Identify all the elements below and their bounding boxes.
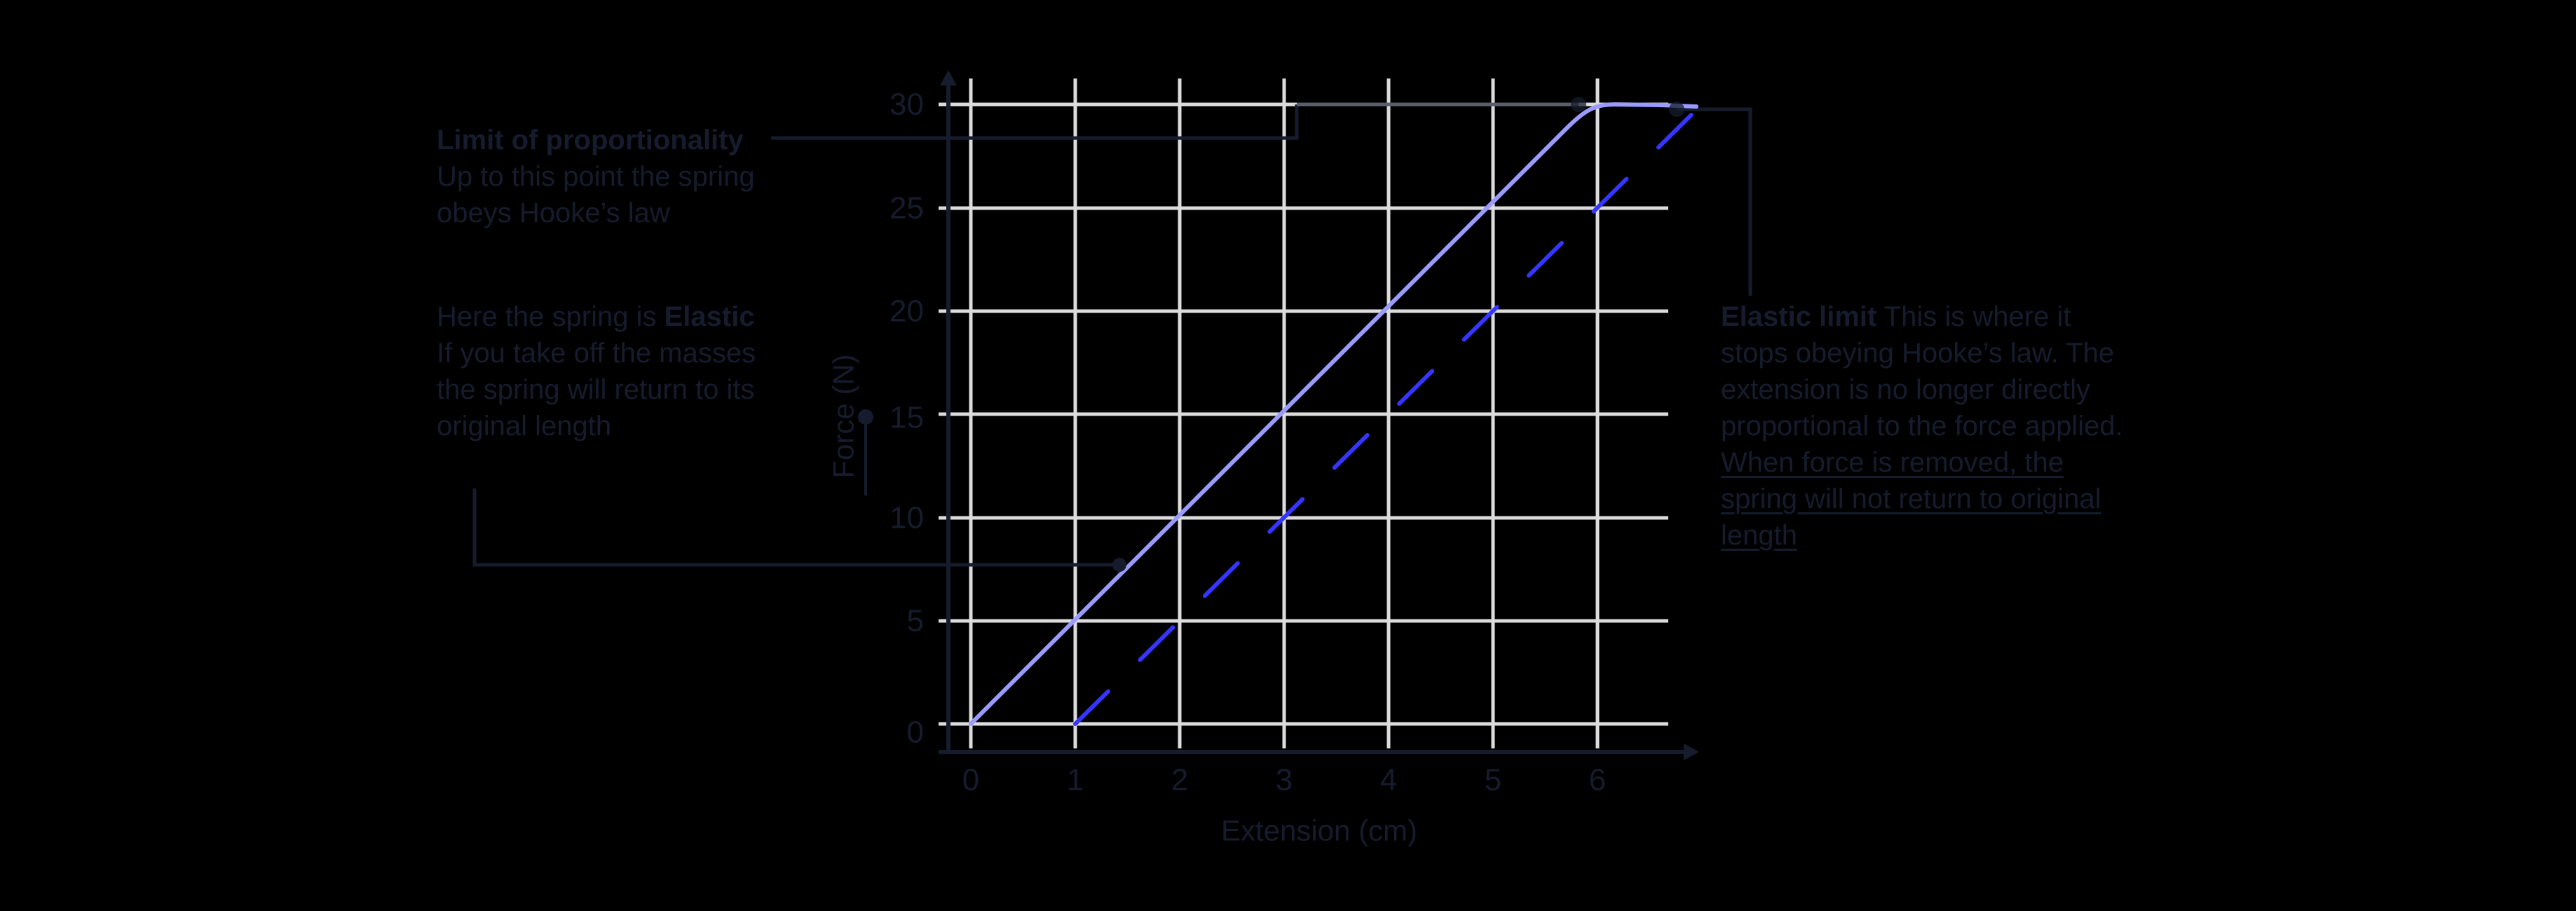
x-axis-arrow-icon: [1684, 744, 1699, 760]
y-tick-5: 5: [907, 604, 924, 638]
annotation-elastic-limit-title: Elastic limit: [1721, 301, 1877, 332]
y-tick-30: 30: [890, 88, 924, 122]
y-tick-0: 0: [907, 715, 924, 750]
y-tick-25: 25: [890, 191, 924, 226]
solid-series-line: [969, 102, 1698, 726]
y-tick-20: 20: [890, 294, 924, 329]
y-axis-title: Force (N): [827, 354, 860, 478]
markers: [858, 97, 1684, 572]
marker-limit-of-proportionality: [1571, 97, 1586, 112]
annotation-elastic-region: Here the spring is Elastic If you take o…: [437, 299, 829, 444]
leader-elastic: [472, 488, 1119, 567]
annotation-elastic-title: Elastic: [664, 301, 755, 332]
x-tick-1: 1: [1067, 763, 1084, 797]
x-tick-6: 6: [1589, 763, 1606, 797]
annotation-elastic-limit: Elastic limit This is where it stops obe…: [1721, 299, 2141, 554]
x-tick-3: 3: [1276, 763, 1293, 797]
y-axis-arrow-icon: [940, 70, 957, 85]
dashed-series-line: [1073, 102, 1704, 726]
x-tick-4: 4: [1380, 763, 1397, 797]
annotation-lop-title: Limit of proportionality: [437, 125, 744, 156]
annotation-elastic-prefix: Here the spring is: [437, 301, 665, 332]
annotation-lop-line2: obeys Hooke’s law: [437, 198, 670, 228]
x-tick-0: 0: [962, 763, 979, 797]
leader-limit-of-proportionality: [771, 104, 1299, 140]
annotation-elastic-body: If you take off the masses the spring wi…: [437, 338, 756, 441]
y-tick-labels: 0 5 10 15 20 25 30: [890, 88, 924, 750]
annotation-elastic-limit-body: This is where it stops obeying Hooke’s l…: [1721, 301, 2123, 441]
annotation-elastic-limit-underlined: When force is removed, the spring will n…: [1721, 447, 2101, 551]
x-tick-labels: 0 1 2 3 4 5 6: [962, 763, 1606, 797]
x-tick-2: 2: [1171, 763, 1188, 797]
marker-elastic-limit: [1669, 102, 1684, 117]
annotation-limit-of-proportionality: Limit of proportionality Up to this poin…: [437, 122, 829, 231]
marker-force-label: [858, 409, 873, 425]
marker-elastic: [1112, 558, 1126, 572]
x-tick-5: 5: [1485, 763, 1501, 797]
y-tick-10: 10: [890, 501, 924, 535]
x-axis-title: Extension (cm): [1221, 814, 1417, 847]
leader-elastic-limit: [1677, 107, 1752, 296]
annotation-lop-line1: Up to this point the spring: [437, 161, 755, 192]
y-tick-15: 15: [890, 401, 924, 435]
axes: [939, 70, 1699, 760]
leader-lines: [472, 102, 1752, 567]
